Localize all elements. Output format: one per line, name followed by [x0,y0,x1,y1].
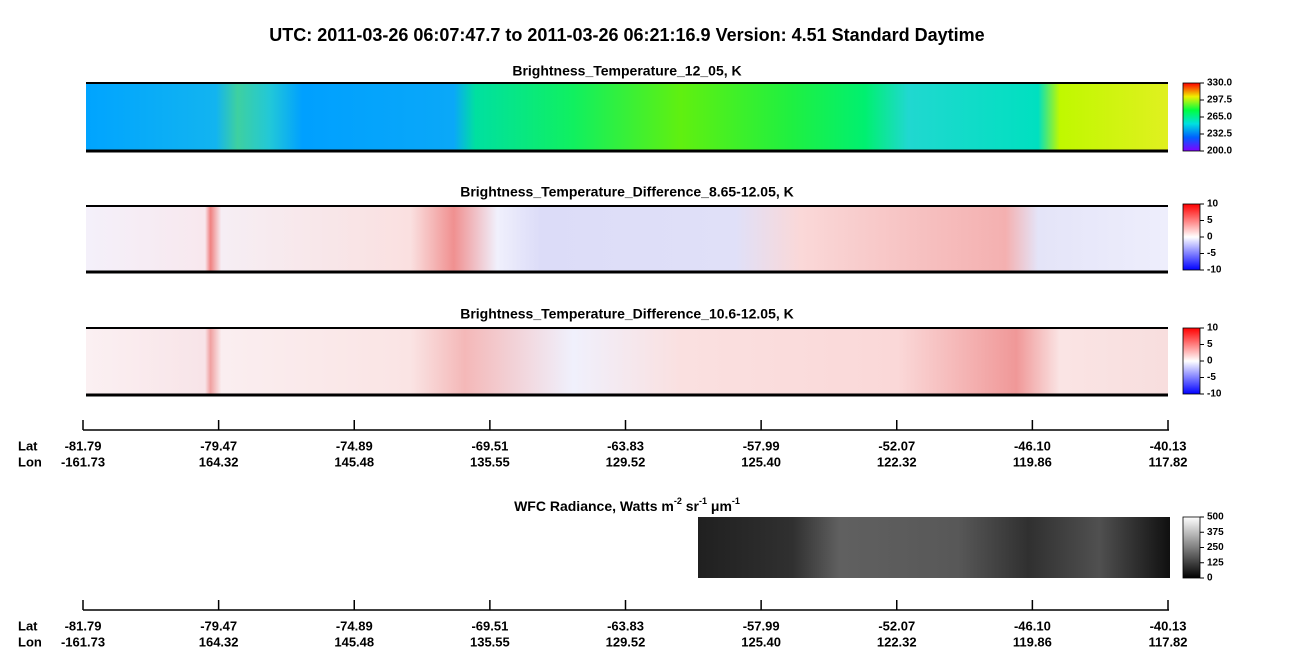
title-part: -1 [699,496,707,506]
colorbar [1182,327,1201,395]
lat-tick-label: -74.89 [336,618,373,633]
lat-tick-label: -69.51 [471,438,508,453]
lat-tick-label: -79.47 [200,618,237,633]
colorbar-tick-label: 500 [1207,512,1224,523]
lat-tick-label: -69.51 [471,618,508,633]
colorbar-tick-label: 10 [1207,323,1219,334]
lat-tick-label: -79.47 [200,438,237,453]
lon-label: Lon [18,454,42,469]
lon-tick-label: 119.86 [1013,454,1052,469]
colorbar-tick-label: -5 [1207,372,1216,383]
title-part: WFC Radiance, Watts m [514,498,674,514]
lat-tick-label: -81.79 [65,438,102,453]
lon-tick-label: 164.32 [199,454,239,469]
lon-tick-label: 122.32 [877,634,917,649]
lat-tick-label: -63.83 [607,618,644,633]
lat-tick-label: -52.07 [878,438,915,453]
lat-label: Lat [18,618,38,633]
panel-title: Brightness_Temperature_12_05, K [512,63,741,79]
panel-title: Brightness_Temperature_Difference_10.6-1… [460,306,794,322]
panel-title: WFC Radiance, Watts m-2 sr-1 μm-1 [514,496,740,513]
btd-strip [86,328,1168,395]
title-part: -2 [674,496,682,506]
lon-tick-label: 125.40 [741,454,781,469]
colorbar-tick-label: 0 [1207,232,1213,243]
strip-borders [86,82,1168,397]
colorbar-tick-label: 265.0 [1207,112,1232,123]
lon-tick-label: 129.52 [606,454,646,469]
lat-tick-label: -46.10 [1014,618,1051,633]
lon-tick-label: -161.73 [61,634,105,649]
lat-tick-label: -57.99 [743,618,780,633]
colorbar-tick-label: -10 [1207,389,1222,400]
lon-tick-label: 129.52 [606,634,646,649]
colorbar-tick-label: 5 [1207,339,1213,350]
lon-tick-label: 117.82 [1148,454,1187,469]
colorbar-tick-label: 5 [1207,215,1213,226]
lat-tick-label: -57.99 [743,438,780,453]
colorbar-tick-label: 200.0 [1207,146,1232,157]
panel-title: Brightness_Temperature_Difference_8.65-1… [460,184,794,200]
lon-tick-label: 135.55 [470,634,510,649]
lat-label: Lat [18,438,38,453]
colorbar-tick-label: 0 [1207,356,1213,367]
colorbar-tick-label: 375 [1207,527,1224,538]
colorbar [1182,82,1201,152]
colorbar [1182,203,1201,271]
lon-tick-label: 125.40 [741,634,781,649]
colorbar [1182,516,1201,579]
lon-tick-label: 135.55 [470,454,510,469]
lon-label: Lon [18,634,42,649]
lat-tick-label: -40.13 [1150,438,1187,453]
title-part: sr [682,498,700,514]
lat-tick-label: -46.10 [1014,438,1051,453]
lon-tick-label: 145.48 [334,634,374,649]
lon-tick-label: 122.32 [877,454,917,469]
lon-tick-label: 117.82 [1148,634,1187,649]
colorbar-tick-label: 232.5 [1207,129,1232,140]
lat-tick-label: -74.89 [336,438,373,453]
colorbar-tick-label: 0 [1207,573,1213,584]
lat-tick-label: -52.07 [878,618,915,633]
lat-tick-label: -81.79 [65,618,102,633]
bt-strip [86,83,1168,151]
lon-tick-label: 164.32 [199,634,239,649]
colorbar-tick-label: 125 [1207,557,1224,568]
colorbar-tick-label: 297.5 [1207,95,1232,106]
colorbar-tick-label: 250 [1207,542,1224,553]
title-part: -1 [732,496,740,506]
colorbar-tick-label: 10 [1207,199,1219,210]
title-part: μm [707,498,732,514]
lon-tick-label: 119.86 [1013,634,1052,649]
page-title: UTC: 2011-03-26 06:07:47.7 to 2011-03-26… [269,25,984,45]
btd-strip [86,206,1168,272]
lon-tick-label: -161.73 [61,454,105,469]
colorbar-tick-label: -10 [1207,265,1222,276]
colorbar-tick-label: 330.0 [1207,78,1232,89]
lon-tick-label: 145.48 [334,454,374,469]
lat-tick-label: -40.13 [1150,618,1187,633]
wfc-strip [698,517,1170,578]
lat-tick-label: -63.83 [607,438,644,453]
colorbar-tick-label: -5 [1207,248,1216,259]
